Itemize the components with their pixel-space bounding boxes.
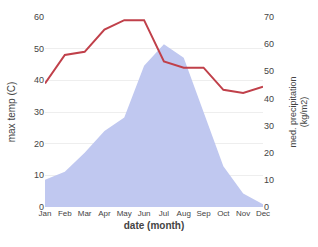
- svg-text:10: 10: [264, 175, 274, 185]
- svg-text:Aug: Aug: [177, 209, 191, 218]
- svg-text:30: 30: [34, 107, 44, 117]
- svg-text:30: 30: [264, 121, 274, 131]
- svg-text:Nov: Nov: [236, 209, 250, 218]
- svg-text:Feb: Feb: [58, 209, 72, 218]
- svg-text:med. precipitation(kg/m2): med. precipitation(kg/m2): [288, 76, 310, 147]
- svg-text:max temp (C): max temp (C): [6, 82, 17, 143]
- svg-text:Sep: Sep: [196, 209, 211, 218]
- svg-text:0: 0: [264, 202, 269, 212]
- svg-text:Dec: Dec: [256, 209, 270, 218]
- svg-text:20: 20: [34, 139, 44, 149]
- svg-text:Apr: Apr: [98, 209, 111, 218]
- svg-text:Jan: Jan: [39, 209, 52, 218]
- svg-text:40: 40: [34, 75, 44, 85]
- svg-text:Mar: Mar: [78, 209, 92, 218]
- svg-text:Jun: Jun: [138, 209, 151, 218]
- svg-text:Jul: Jul: [159, 209, 169, 218]
- svg-text:Oct: Oct: [217, 209, 230, 218]
- svg-text:50: 50: [264, 66, 274, 76]
- svg-text:70: 70: [264, 12, 274, 22]
- svg-text:20: 20: [264, 148, 274, 158]
- svg-text:May: May: [117, 209, 132, 218]
- svg-text:10: 10: [34, 170, 44, 180]
- svg-text:50: 50: [34, 44, 44, 54]
- svg-text:60: 60: [264, 39, 274, 49]
- svg-text:40: 40: [264, 94, 274, 104]
- svg-text:0: 0: [39, 202, 44, 212]
- svg-text:60: 60: [34, 12, 44, 22]
- svg-text:date (month): date (month): [124, 220, 185, 231]
